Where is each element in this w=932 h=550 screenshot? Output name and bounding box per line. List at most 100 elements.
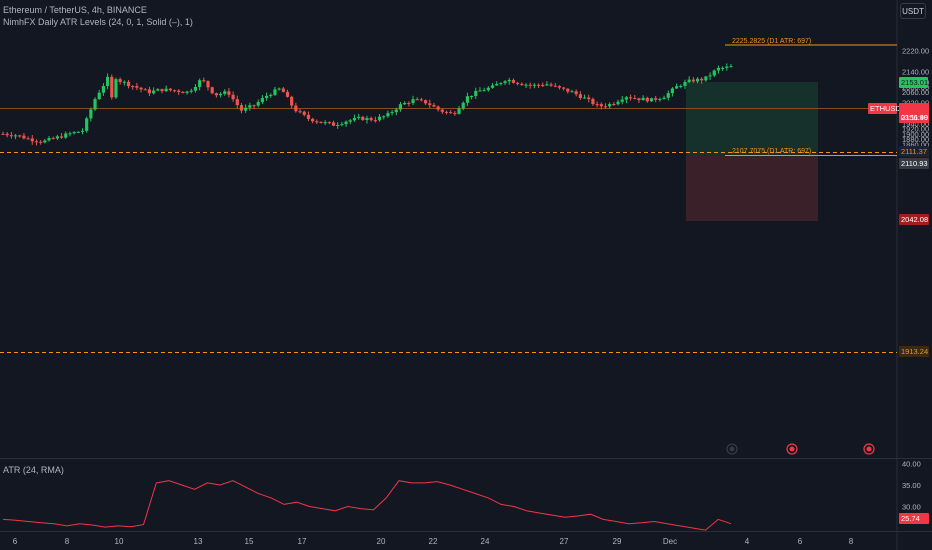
candle-body bbox=[557, 86, 562, 88]
candle-body bbox=[214, 93, 218, 96]
candle-body bbox=[641, 97, 645, 101]
candle-body bbox=[553, 85, 557, 87]
candle-body bbox=[18, 135, 22, 137]
candle-body bbox=[645, 97, 649, 102]
time-tick: 27 bbox=[560, 537, 569, 546]
candle-body bbox=[578, 94, 582, 98]
candle-body bbox=[147, 89, 152, 94]
candle-body bbox=[39, 141, 43, 143]
candle-body bbox=[185, 91, 189, 93]
time-tick: 29 bbox=[613, 537, 622, 546]
candle-body bbox=[143, 89, 147, 91]
candle-body bbox=[51, 138, 55, 140]
candle-body bbox=[13, 135, 18, 137]
candle-body bbox=[670, 88, 675, 94]
price-tick: 1940.00 bbox=[902, 119, 929, 128]
candle-body bbox=[85, 118, 89, 131]
candle-body bbox=[126, 81, 131, 87]
candle-body bbox=[679, 85, 683, 87]
candle-body bbox=[30, 138, 34, 142]
candle-body bbox=[43, 140, 47, 143]
price-tick: 1920.00 bbox=[902, 125, 929, 134]
time-tick: 17 bbox=[298, 537, 307, 546]
candle-body bbox=[532, 84, 536, 86]
candle-body bbox=[202, 80, 206, 82]
candle-body bbox=[160, 89, 164, 92]
candle-body bbox=[34, 141, 39, 143]
candle-body bbox=[428, 103, 432, 106]
candle-body bbox=[520, 83, 524, 85]
candle-body bbox=[524, 84, 528, 86]
candle-body bbox=[80, 130, 85, 132]
candle-body bbox=[574, 91, 578, 95]
candle-body bbox=[131, 86, 135, 88]
candle-body bbox=[495, 83, 499, 86]
candle-body bbox=[311, 118, 315, 122]
lightning-icon bbox=[726, 443, 738, 455]
candle-body bbox=[26, 138, 30, 140]
candle-body bbox=[716, 67, 721, 71]
candle-body bbox=[331, 122, 336, 126]
candle-body bbox=[22, 135, 26, 139]
candle-body bbox=[189, 90, 193, 92]
candle-body bbox=[398, 104, 403, 110]
candle-body bbox=[135, 86, 139, 88]
candle-body bbox=[227, 91, 231, 95]
price-tick: 1900.00 bbox=[902, 130, 929, 139]
candle-body bbox=[369, 118, 373, 121]
candle-body bbox=[256, 102, 260, 106]
time-tick: 6 bbox=[13, 537, 18, 546]
candle-body bbox=[725, 66, 729, 68]
atr-line bbox=[2, 480, 732, 531]
candle-body bbox=[612, 104, 616, 106]
candle-body bbox=[114, 79, 118, 98]
indicator-title[interactable]: NimhFX Daily ATR Levels (24, 0, 1, Solid… bbox=[3, 17, 193, 27]
candle-body bbox=[290, 96, 294, 106]
candle-body bbox=[319, 121, 323, 123]
candle-body bbox=[93, 99, 97, 110]
candle-body bbox=[260, 98, 265, 103]
time-tick: 15 bbox=[245, 537, 254, 546]
time-tick: 8 bbox=[65, 537, 70, 546]
price-tick: 1880.00 bbox=[902, 135, 929, 144]
candle-body bbox=[587, 97, 591, 99]
candle-body bbox=[478, 90, 482, 92]
candle-body bbox=[407, 103, 411, 105]
candle-body bbox=[628, 97, 633, 99]
candle-body bbox=[386, 113, 390, 117]
time-tick: 8 bbox=[849, 537, 854, 546]
candle-body bbox=[411, 99, 415, 104]
candle-body bbox=[658, 98, 662, 100]
candle-body bbox=[666, 93, 670, 98]
candle-body bbox=[528, 84, 532, 86]
atr-current-label: 25.74 bbox=[901, 514, 920, 523]
candle-body bbox=[423, 100, 428, 104]
upper-atr-annotation: 2225.2825 (D1 ATR: 697) bbox=[732, 38, 811, 45]
atr-pane-title: ATR (24, RMA) bbox=[3, 465, 64, 475]
candle-body bbox=[457, 108, 461, 114]
candle-body bbox=[516, 82, 520, 84]
candle-body bbox=[599, 104, 603, 107]
time-tick: 20 bbox=[377, 537, 386, 546]
currency-button[interactable]: USDT bbox=[900, 3, 926, 19]
candle-body bbox=[252, 105, 256, 107]
symbol-title: Ethereum / TetherUS, 4h, BINANCE bbox=[3, 5, 147, 15]
position-profit-zone bbox=[686, 82, 818, 155]
candle-body bbox=[193, 86, 198, 91]
candle-body bbox=[206, 81, 210, 88]
candle-body bbox=[302, 111, 306, 115]
candle-body bbox=[177, 90, 181, 93]
time-tick: 22 bbox=[429, 537, 438, 546]
candle-body bbox=[285, 91, 290, 97]
candle-body bbox=[582, 97, 587, 99]
candle-body bbox=[269, 94, 273, 96]
candle-body bbox=[218, 93, 223, 96]
candle-body bbox=[223, 91, 227, 94]
candle-body bbox=[373, 120, 377, 122]
candle-body bbox=[181, 92, 185, 94]
candle-body bbox=[340, 124, 344, 126]
candle-body bbox=[348, 120, 352, 122]
price-label-lower-bg bbox=[899, 346, 929, 357]
candle-body bbox=[76, 131, 80, 133]
